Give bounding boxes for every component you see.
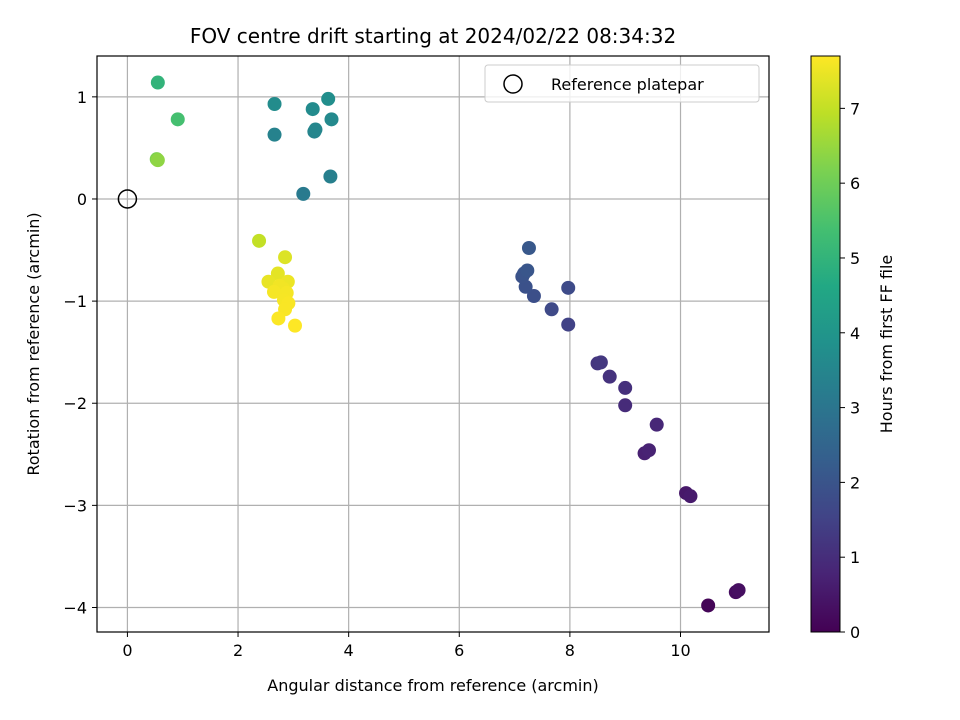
data-point [271,311,286,326]
colorbar-tick-label: 0 [850,623,860,642]
x-tick-label: 4 [344,641,354,660]
colorbar-tick-label: 6 [850,174,860,193]
data-point [308,122,323,137]
x-axis-ticks: 0 2 4 6 8 10 [122,632,691,660]
data-point [150,75,165,90]
data-point [252,233,267,248]
data-point [267,127,282,142]
colorbar-tick-label: 3 [850,399,860,418]
data-point [526,289,541,303]
y-tick-label: −2 [63,394,87,413]
data-point [150,153,165,168]
data-point [649,417,664,432]
data-point [602,369,617,384]
data-point [296,186,311,201]
data-point [561,280,576,295]
grid [97,56,769,632]
data-point [305,102,320,117]
x-tick-label: 0 [122,641,132,660]
data-point [170,112,185,127]
data-point [618,398,633,413]
x-tick-label: 6 [454,641,464,660]
x-axis-label: Angular distance from reference (arcmin) [267,676,598,695]
reference-platepar-marker [117,189,138,209]
data-point [701,598,716,613]
data-point [288,318,303,333]
colorbar [811,56,840,632]
y-tick-label: −4 [63,598,87,617]
y-axis-ticks: 1 0 −1 −2 −3 −4 [63,88,97,617]
y-tick-label: −1 [63,292,87,311]
y-tick-label: 1 [77,88,87,107]
colorbar-tick-label: 5 [850,249,860,268]
legend-label: Reference platepar [551,75,704,94]
colorbar-ticks: 0 1 2 3 4 5 6 7 [840,99,860,642]
data-point [324,112,339,127]
data-point [593,355,608,370]
data-point [544,302,559,317]
data-point [261,274,276,289]
data-point [641,443,656,458]
y-axis-label: Rotation from reference (arcmin) [24,212,43,475]
colorbar-tick-label: 7 [850,99,860,118]
legend-open-circle-marker [503,74,523,94]
y-tick-label: 0 [77,190,87,209]
colorbar-label: Hours from first FF file [877,255,896,434]
x-tick-label: 8 [565,641,575,660]
data-point [270,266,285,281]
data-point [561,317,576,332]
data-point [267,97,282,111]
x-tick-label: 2 [233,641,243,660]
data-points [149,75,746,613]
data-point [618,380,633,395]
x-tick-label: 10 [670,641,690,660]
legend: Reference platepar [484,64,760,103]
data-point [520,263,535,278]
data-point [521,241,536,255]
data-point [683,489,698,504]
data-point [278,250,293,265]
chart-title: FOV centre drift starting at 2024/02/22 … [190,24,676,48]
plot-frame [96,55,770,633]
data-point [321,91,336,106]
data-point [323,169,338,184]
data-point [266,284,281,299]
data-point [731,583,746,598]
y-tick-label: −3 [63,496,87,515]
colorbar-tick-label: 1 [850,548,860,567]
colorbar-tick-label: 4 [850,324,860,343]
legend-box [484,64,760,103]
colorbar-frame [810,55,841,633]
colorbar-tick-label: 2 [850,473,860,492]
